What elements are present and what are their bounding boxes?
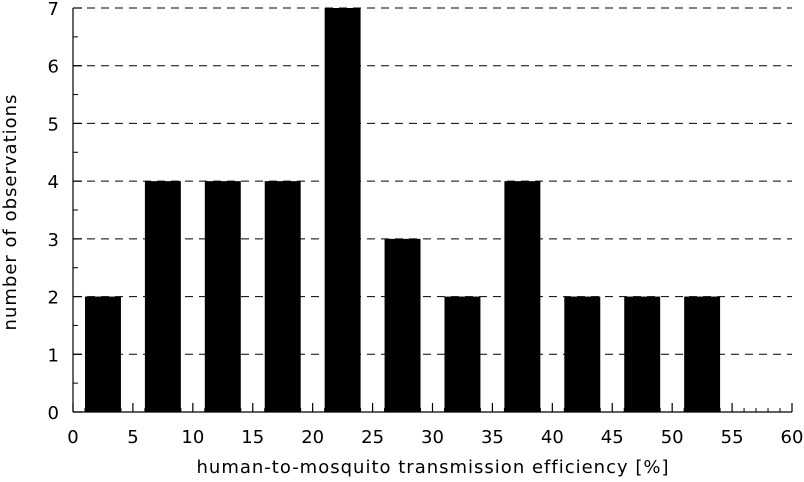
y-tick-label: 0 <box>48 403 59 424</box>
x-tick-label: 45 <box>601 427 624 448</box>
x-tick-label: 0 <box>67 427 78 448</box>
x-tick-label: 5 <box>127 427 138 448</box>
y-axis-label: number of observations <box>0 94 21 331</box>
y-tick-label: 1 <box>48 345 59 366</box>
x-axis-label: human-to-mosquito transmission efficienc… <box>197 457 670 478</box>
gridlines <box>73 7 792 355</box>
bar <box>504 181 541 412</box>
bar <box>324 8 361 412</box>
x-tick-label: 50 <box>661 427 684 448</box>
bar <box>144 181 181 412</box>
bar <box>384 238 421 412</box>
x-tick-label: 15 <box>241 427 264 448</box>
y-tick-label: 7 <box>48 0 59 20</box>
ticks <box>72 7 793 413</box>
x-tick-label: 25 <box>361 427 384 448</box>
bar <box>624 296 661 412</box>
bar <box>684 296 721 412</box>
x-tick-label: 30 <box>421 427 444 448</box>
x-tick-label: 40 <box>541 427 564 448</box>
y-tick-label: 2 <box>48 288 59 309</box>
bar <box>564 296 601 412</box>
x-tick-label: 35 <box>481 427 504 448</box>
x-tick-label: 60 <box>781 427 804 448</box>
x-tick-label: 20 <box>301 427 324 448</box>
x-tick-label: 55 <box>721 427 744 448</box>
bar <box>204 181 241 412</box>
y-tick-label: 3 <box>48 230 59 251</box>
bar <box>84 296 121 412</box>
bars <box>84 8 721 412</box>
y-tick-label: 4 <box>48 172 59 193</box>
y-tick-label: 5 <box>48 114 59 135</box>
x-tick-label: 10 <box>181 427 204 448</box>
bar <box>444 296 481 412</box>
y-tick-label: 6 <box>48 57 59 78</box>
bar <box>264 181 301 412</box>
